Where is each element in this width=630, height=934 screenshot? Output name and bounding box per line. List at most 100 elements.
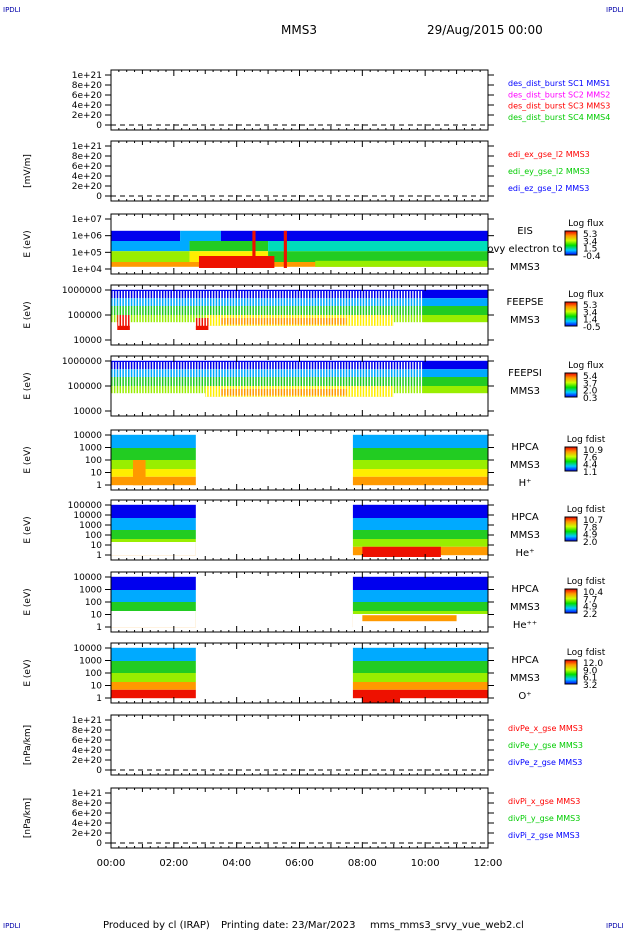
data-gap-stripe [296, 362, 298, 397]
data-gap-stripe [406, 362, 408, 397]
data-gap-stripe [318, 362, 321, 397]
spectrogram-cell [268, 241, 488, 252]
des-ytick-label: 1e+21 [72, 71, 102, 81]
data-gap-stripe [149, 291, 151, 326]
data-gap-stripe [234, 291, 236, 326]
hpca_he-colorbar-tick-label: 2.0 [583, 538, 598, 548]
data-gap-stripe [333, 362, 335, 397]
time-axis-label: 12:00 [474, 858, 503, 869]
data-gap-stripe [217, 362, 219, 397]
spectrogram-cell [352, 590, 488, 602]
data-gap-stripe [417, 291, 420, 326]
spectrogram-cell [132, 460, 146, 486]
spectrogram-cell [362, 691, 401, 703]
spectrogram-cell [362, 615, 457, 622]
data-gap-stripe [282, 362, 284, 397]
data-gap-stripe [321, 362, 324, 397]
hpca_h-ytick-label: 10000 [73, 431, 102, 441]
spectrogram-cell [362, 546, 441, 557]
data-gap-stripe [310, 362, 312, 397]
data-gap-stripe [228, 362, 230, 397]
time-axis-label: 08:00 [348, 858, 377, 869]
spectrogram-cell [111, 230, 181, 241]
data-gap-stripe [152, 291, 154, 326]
data-gap-stripe [138, 291, 140, 326]
hpca_h-colorbar-tick-label: 1.1 [583, 468, 597, 478]
spectrogram-cell [352, 530, 488, 539]
data-gap-stripe [205, 362, 208, 397]
spectrogram-cell [111, 448, 196, 460]
data-gap-stripe [279, 362, 281, 397]
data-gap-stripe [208, 291, 211, 326]
data-gap-stripe [367, 291, 369, 326]
hpca_he-ytick-label: 10 [91, 541, 103, 551]
spectrogram-cell [352, 689, 488, 699]
hpca_hepp-instrument-label: He⁺⁺ [513, 620, 537, 631]
data-gap-stripe [135, 362, 137, 397]
hpca_hepp-colorbar-tick-label: 10.4 [583, 588, 603, 598]
hpca_o-colorbar [564, 659, 578, 685]
time-axis-label: 00:00 [97, 858, 126, 869]
corner-label-bottom-right: IPDLI [606, 922, 624, 930]
data-gap-stripe [381, 362, 383, 397]
hpca_o-colorbar-tick-label: 12.0 [583, 659, 603, 669]
data-gap-stripe [126, 291, 129, 326]
data-gap-stripe [200, 291, 202, 326]
data-gap-stripe [395, 291, 397, 326]
eis-instrument-label: MMS3 [510, 262, 540, 273]
spectrogram-cell [111, 460, 196, 469]
data-gap-stripe [265, 362, 267, 397]
data-gap-stripe [236, 291, 239, 326]
eis-colorbar-tick-label: -0.4 [583, 252, 601, 262]
divpe-ytick-label: 2e+20 [72, 756, 103, 766]
hpca_o-ytick-label: 100 [85, 669, 102, 679]
hpca_hepp-instrument-label: HPCA [511, 584, 539, 595]
eis-ytick-label: 1e+05 [72, 248, 102, 258]
data-gap-stripe [364, 291, 366, 326]
data-gap-stripe [304, 291, 307, 326]
feepsi-colorbar-tick-label: 0.3 [583, 394, 597, 404]
spectrogram-cell [111, 504, 196, 518]
spectrogram-cell [111, 241, 190, 252]
data-gap-stripe [344, 362, 346, 397]
data-gap-stripe [129, 362, 131, 397]
data-gap-stripe [121, 291, 123, 326]
hpca_h-colorbar [564, 446, 578, 472]
hpca_o-colorbar-tick-label: 3.2 [583, 681, 597, 691]
data-gap-stripe [302, 362, 304, 397]
feepsi-ytick-label: 1000000 [62, 357, 102, 367]
data-gap-stripe [115, 362, 117, 397]
feepse-instrument-label: MMS3 [510, 315, 540, 326]
spectrogram-cell [111, 647, 196, 661]
data-gap-stripe [321, 291, 324, 326]
data-gap-stripe [262, 291, 264, 326]
feepse-colorbar-tick-label: 3.4 [583, 308, 598, 318]
divpe-ytick-label: 1e+21 [72, 716, 102, 726]
data-gap-stripe [197, 362, 199, 397]
data-gap-stripe [389, 362, 391, 397]
data-gap-stripe [287, 362, 290, 397]
des-ytick-label: 8e+20 [72, 81, 103, 91]
data-gap-stripe [344, 291, 346, 326]
footer-produced-by: Produced by cl (IRAP) [103, 920, 210, 931]
data-gap-stripe [239, 362, 242, 397]
hpca_he-ytick-label: 100 [85, 531, 102, 541]
spectrogram-cell [352, 661, 488, 673]
data-gap-stripe [406, 291, 408, 326]
spectrogram-cell [111, 251, 190, 262]
des-panel-frame [110, 69, 489, 131]
spectrogram-cell [352, 448, 488, 460]
spectrogram-cell [111, 518, 196, 530]
hpca_hepp-ytick-label: 1000 [79, 586, 102, 596]
data-gap-stripe [389, 291, 391, 326]
data-gap-stripe [381, 291, 383, 326]
des-legend-entry: des_dist_burst SC2 MMS2 [508, 90, 610, 99]
spectrogram-cell [352, 576, 488, 590]
hpca_o-ytick-label: 1 [96, 694, 102, 704]
data-gap-stripe [256, 362, 259, 397]
data-gap-stripe [316, 362, 318, 397]
edi-ytick-label: 8e+20 [72, 152, 103, 162]
divpi-ytick-label: 8e+20 [72, 799, 103, 809]
data-gap-stripe [299, 291, 301, 326]
data-gap-stripe [384, 362, 386, 397]
